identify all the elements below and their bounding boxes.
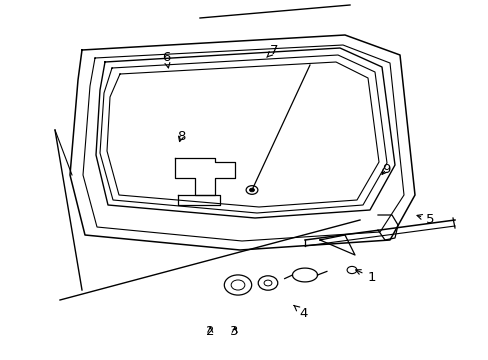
Text: 7: 7 (266, 44, 278, 57)
Text: 5: 5 (416, 213, 434, 226)
Text: 4: 4 (293, 305, 307, 320)
Text: 3: 3 (230, 325, 239, 338)
Text: 1: 1 (355, 270, 375, 284)
Circle shape (249, 188, 254, 192)
Text: 8: 8 (176, 130, 185, 143)
Text: 2: 2 (205, 325, 214, 338)
Text: 6: 6 (162, 51, 170, 68)
Text: 9: 9 (381, 163, 390, 176)
